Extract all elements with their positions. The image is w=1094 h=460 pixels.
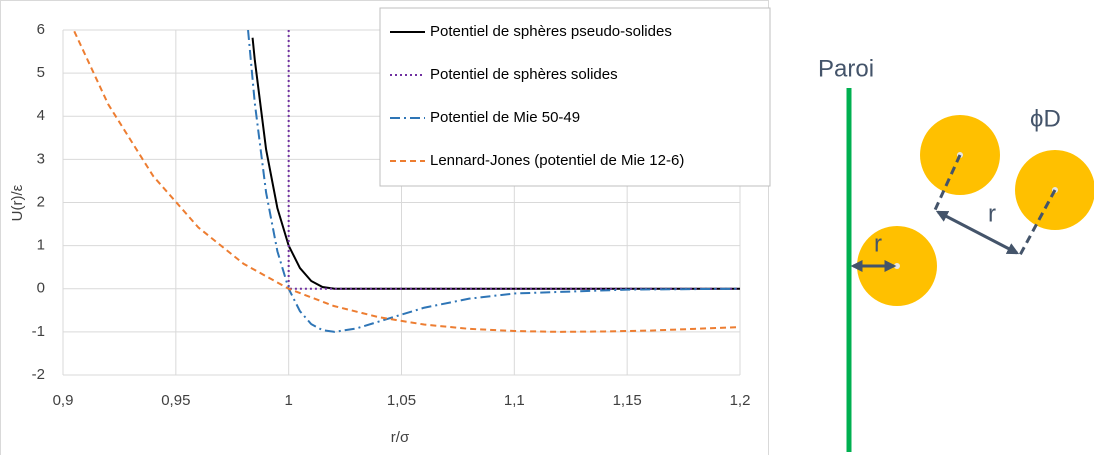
distance-label: r (874, 230, 882, 257)
wall-label: Paroi (818, 55, 874, 82)
y-tick-label: -1 (32, 323, 45, 340)
y-tick-label: 2 (37, 193, 45, 210)
legend-label: Lennard-Jones (potentiel de Mie 12-6) (430, 152, 684, 169)
plot-area (73, 30, 740, 333)
legend-label: Potentiel de sphères pseudo-solides (430, 23, 672, 40)
series-line (247, 30, 740, 333)
diagram: Paroi ϕD r r (818, 55, 1094, 452)
y-tick-label: 0 (37, 280, 45, 297)
distance-label: r (988, 200, 996, 227)
y-tick-label: 6 (37, 21, 45, 38)
radius-line (933, 154, 962, 211)
legend-label: Potentiel de sphères solides (430, 66, 618, 83)
chart: -2 -1 0 1 2 3 4 5 6 0,9 0,95 1 1,05 1,1 1,15 1,2 Potenti… (32, 7, 771, 409)
center (894, 263, 900, 269)
x-axis-label: r/σ (391, 429, 410, 446)
series-line (73, 30, 740, 333)
distance-arrow (935, 210, 1020, 255)
x-tick-label: 1,05 (387, 392, 416, 409)
series-line (287, 30, 740, 290)
x-tick-label: 1 (284, 392, 292, 409)
y-tick-label: -2 (32, 366, 45, 383)
x-tick-label: 1,1 (504, 392, 525, 409)
y-axis-label: U(r)/ε (9, 184, 26, 221)
x-tick-label: 1,15 (613, 392, 642, 409)
y-tick-label: 1 (37, 237, 45, 254)
x-tick-label: 0,9 (53, 392, 74, 409)
diameter-label: ϕD (1030, 105, 1061, 132)
series-line (251, 37, 740, 290)
legend-label: Potentiel de Mie 50-49 (430, 109, 580, 126)
y-tick-label: 4 (37, 107, 45, 124)
y-tick-label: 5 (37, 64, 45, 81)
y-tick-label: 3 (37, 150, 45, 167)
x-tick-label: 0,95 (161, 392, 190, 409)
legend-box (379, 7, 771, 187)
x-tick-label: 1,2 (730, 392, 751, 409)
